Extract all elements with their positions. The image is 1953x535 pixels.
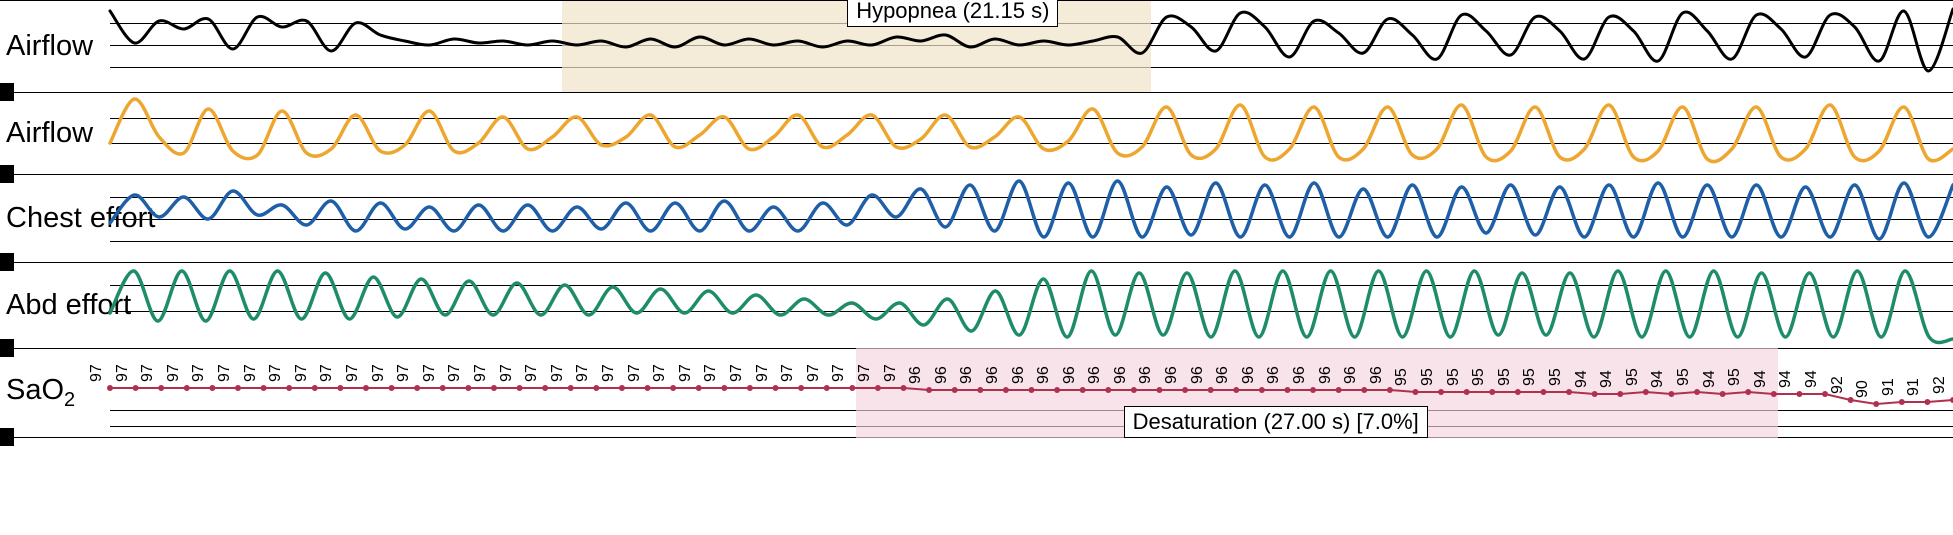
channel-abd: Abd effort bbox=[0, 262, 1953, 348]
channel-tab bbox=[0, 339, 14, 357]
channel-label-abd: Abd effort bbox=[0, 289, 110, 322]
sao2-point bbox=[1592, 391, 1598, 397]
sao2-point bbox=[184, 385, 190, 391]
channel-tab bbox=[0, 253, 14, 271]
sao2-point bbox=[465, 385, 471, 391]
channel-chest: Chest effort bbox=[0, 174, 1953, 262]
sao2-point bbox=[133, 385, 139, 391]
channel-sao2: SaO2Desaturation (27.00 s) [7.0%]9797979… bbox=[0, 348, 1953, 438]
sao2-point bbox=[1310, 387, 1316, 393]
channel-airflow2: Airflow bbox=[0, 92, 1953, 174]
sao2-point bbox=[1668, 391, 1674, 397]
sao2-point bbox=[670, 385, 676, 391]
plot-abd bbox=[110, 263, 1953, 349]
sao2-point bbox=[747, 385, 753, 391]
annotation-label-airflow1: Hypopnea (21.15 s) bbox=[847, 0, 1058, 27]
sao2-point bbox=[440, 385, 446, 391]
sao2-point bbox=[1848, 397, 1854, 403]
sao2-point bbox=[645, 385, 651, 391]
plot-airflow2 bbox=[110, 93, 1953, 175]
sao2-point bbox=[696, 385, 702, 391]
channel-tab bbox=[0, 83, 14, 101]
sao2-point bbox=[1924, 399, 1930, 405]
sao2-point bbox=[286, 385, 292, 391]
sao2-point bbox=[849, 385, 855, 391]
sao2-point bbox=[1387, 387, 1393, 393]
sao2-point bbox=[721, 385, 727, 391]
sao2-point bbox=[619, 385, 625, 391]
sao2-point bbox=[1105, 387, 1111, 393]
plot-airflow1: Hypopnea (21.15 s) bbox=[110, 1, 1953, 93]
channel-label-chest: Chest effort bbox=[0, 202, 110, 235]
sao2-point bbox=[1643, 389, 1649, 395]
sao2-point bbox=[1054, 387, 1060, 393]
sao2-point bbox=[1873, 401, 1879, 407]
sao2-point bbox=[1182, 387, 1188, 393]
trace-sao2 bbox=[110, 348, 1953, 438]
plot-sao2: Desaturation (27.00 s) [7.0%]97979797979… bbox=[110, 348, 1953, 438]
sao2-point bbox=[337, 385, 343, 391]
sao2-point bbox=[517, 385, 523, 391]
sao2-point bbox=[824, 385, 830, 391]
sao2-point bbox=[107, 385, 113, 391]
sao2-point bbox=[1336, 387, 1342, 393]
sao2-point bbox=[901, 385, 907, 391]
sao2-point bbox=[1131, 387, 1137, 393]
sao2-point bbox=[389, 385, 395, 391]
sao2-point bbox=[1029, 387, 1035, 393]
sao2-point bbox=[1361, 387, 1367, 393]
trace-abd bbox=[110, 263, 1953, 349]
channel-airflow1: Airflow Hypopnea (21.15 s) bbox=[0, 0, 1953, 92]
sao2-point bbox=[1259, 387, 1265, 393]
sao2-point bbox=[1745, 389, 1751, 395]
sao2-point bbox=[209, 385, 215, 391]
channel-tab bbox=[0, 165, 14, 183]
sao2-point bbox=[1233, 387, 1239, 393]
channel-label-airflow2: Airflow bbox=[0, 117, 110, 150]
channel-label-airflow1: Airflow bbox=[0, 30, 110, 63]
sao2-value-label: 97 bbox=[88, 364, 106, 382]
sao2-point bbox=[1566, 389, 1572, 395]
sao2-point bbox=[363, 385, 369, 391]
sao2-point bbox=[1080, 387, 1086, 393]
sao2-point bbox=[1771, 391, 1777, 397]
sao2-point bbox=[1284, 387, 1290, 393]
sao2-point bbox=[235, 385, 241, 391]
sao2-point bbox=[977, 387, 983, 393]
sao2-point bbox=[1464, 389, 1470, 395]
trace-chest bbox=[110, 175, 1953, 263]
sao2-point bbox=[926, 387, 932, 393]
sao2-point bbox=[1796, 391, 1802, 397]
sao2-point bbox=[542, 385, 548, 391]
sao2-point bbox=[1617, 391, 1623, 397]
sao2-point bbox=[1515, 389, 1521, 395]
sao2-point bbox=[491, 385, 497, 391]
sao2-point bbox=[1412, 389, 1418, 395]
sao2-point bbox=[1540, 389, 1546, 395]
trace-airflow2 bbox=[110, 93, 1953, 175]
channel-tab bbox=[0, 428, 14, 446]
sao2-point bbox=[158, 385, 164, 391]
polysomnography-chart: Airflow Hypopnea (21.15 s) Airflow Chest ef… bbox=[0, 0, 1953, 438]
plot-chest bbox=[110, 175, 1953, 263]
sao2-point bbox=[1156, 387, 1162, 393]
sao2-point bbox=[773, 385, 779, 391]
sao2-point bbox=[1438, 389, 1444, 395]
sao2-point bbox=[1489, 389, 1495, 395]
sao2-point bbox=[1694, 389, 1700, 395]
sao2-point bbox=[593, 385, 599, 391]
sao2-point bbox=[1003, 387, 1009, 393]
sao2-point bbox=[312, 385, 318, 391]
annotation-label-sao2: Desaturation (27.00 s) [7.0%] bbox=[1124, 406, 1428, 438]
sao2-point bbox=[1899, 399, 1905, 405]
sao2-point bbox=[952, 387, 958, 393]
sao2-point bbox=[261, 385, 267, 391]
sao2-point bbox=[1822, 391, 1828, 397]
sao2-point bbox=[875, 385, 881, 391]
sao2-point bbox=[414, 385, 420, 391]
sao2-point bbox=[1208, 387, 1214, 393]
sao2-point bbox=[568, 385, 574, 391]
sao2-point bbox=[1720, 391, 1726, 397]
sao2-point bbox=[798, 385, 804, 391]
